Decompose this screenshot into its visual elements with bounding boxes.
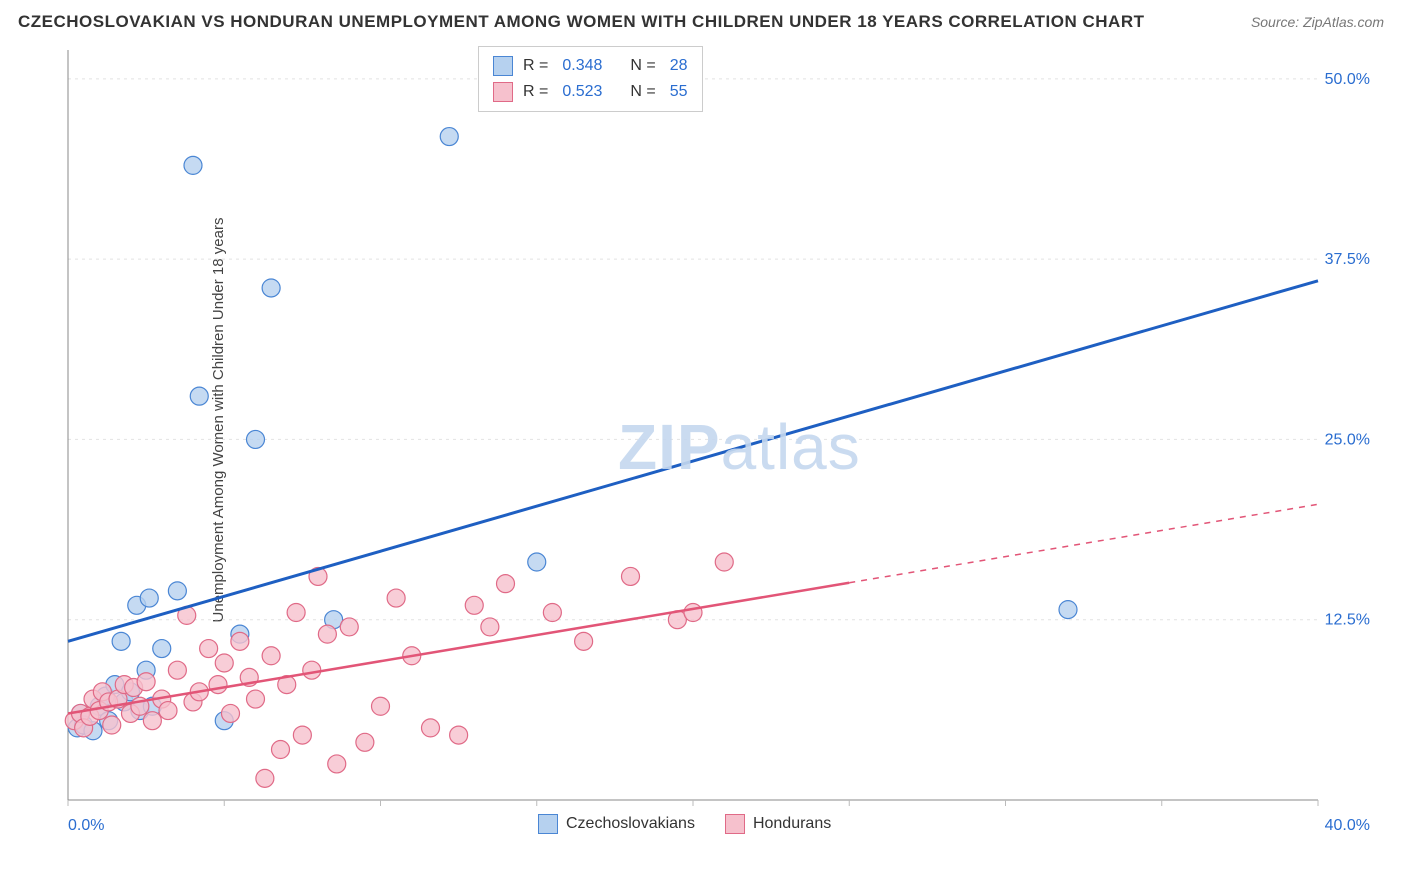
data-point <box>262 279 280 297</box>
y-tick-label: 12.5% <box>1325 612 1370 629</box>
data-point <box>190 387 208 405</box>
data-point <box>465 596 483 614</box>
bottom-legend-item: Hondurans <box>725 814 831 834</box>
legend-row: R = 0.348 N = 28 <box>493 53 688 79</box>
data-point <box>222 704 240 722</box>
data-point <box>200 640 218 658</box>
legend-r-label: R = <box>523 53 548 79</box>
data-point <box>684 604 702 622</box>
chart-area: 12.5%25.0%37.5%50.0%0.0%40.0% ZIPatlas R… <box>58 40 1378 840</box>
data-point <box>247 430 265 448</box>
data-point <box>103 716 121 734</box>
x-tick-label: 0.0% <box>68 817 104 834</box>
data-point <box>528 553 546 571</box>
data-point <box>303 661 321 679</box>
data-point <box>481 618 499 636</box>
bottom-legend-item: Czechoslovakians <box>538 814 695 834</box>
data-point <box>231 632 249 650</box>
data-point <box>318 625 336 643</box>
data-point <box>287 604 305 622</box>
legend-n-label: N = <box>630 79 655 105</box>
data-point <box>440 128 458 146</box>
y-tick-label: 50.0% <box>1325 71 1370 88</box>
legend-n-value: 28 <box>670 53 688 79</box>
data-point <box>1059 601 1077 619</box>
data-point <box>247 690 265 708</box>
trend-line <box>68 281 1318 642</box>
legend-row: R = 0.523 N = 55 <box>493 79 688 105</box>
chart-title: CZECHOSLOVAKIAN VS HONDURAN UNEMPLOYMENT… <box>18 12 1145 32</box>
data-point <box>450 726 468 744</box>
legend-swatch <box>538 814 558 834</box>
bottom-legend: Czechoslovakians Hondurans <box>538 814 831 834</box>
data-point <box>715 553 733 571</box>
data-point <box>153 640 171 658</box>
data-point <box>356 733 374 751</box>
legend-swatch <box>493 82 513 102</box>
y-tick-label: 25.0% <box>1325 431 1370 448</box>
source-label: Source: ZipAtlas.com <box>1251 14 1384 30</box>
data-point <box>215 654 233 672</box>
data-point <box>143 712 161 730</box>
chart-svg: 12.5% 25.0% 37.5% 50.0% 0.0% 40.0% <box>58 40 1378 840</box>
legend-n-value: 55 <box>670 79 688 105</box>
data-point <box>209 676 227 694</box>
x-tick-label: 40.0% <box>1325 817 1370 834</box>
legend-r-value: 0.348 <box>562 53 602 79</box>
data-point <box>159 702 177 720</box>
data-point <box>372 697 390 715</box>
data-point <box>497 575 515 593</box>
bottom-legend-label: Czechoslovakians <box>566 815 695 833</box>
legend-swatch <box>725 814 745 834</box>
legend-r-value: 0.523 <box>562 79 602 105</box>
data-point <box>293 726 311 744</box>
data-point <box>140 589 158 607</box>
trend-line-dashed <box>849 504 1318 582</box>
data-point <box>622 567 640 585</box>
data-point <box>543 604 561 622</box>
data-point <box>184 156 202 174</box>
legend-r-label: R = <box>523 79 548 105</box>
data-point <box>262 647 280 665</box>
data-point <box>422 719 440 737</box>
trend-line <box>68 583 849 714</box>
legend-n-label: N = <box>630 53 655 79</box>
data-point <box>340 618 358 636</box>
data-point <box>112 632 130 650</box>
bottom-legend-label: Hondurans <box>753 815 831 833</box>
data-point <box>387 589 405 607</box>
data-point <box>328 755 346 773</box>
legend-swatch <box>493 56 513 76</box>
data-point <box>168 582 186 600</box>
stats-legend: R = 0.348 N = 28 R = 0.523 N = 55 <box>478 46 703 112</box>
data-point <box>168 661 186 679</box>
data-point <box>256 769 274 787</box>
y-tick-label: 37.5% <box>1325 251 1370 268</box>
data-point <box>137 673 155 691</box>
data-point <box>272 741 290 759</box>
data-point <box>575 632 593 650</box>
